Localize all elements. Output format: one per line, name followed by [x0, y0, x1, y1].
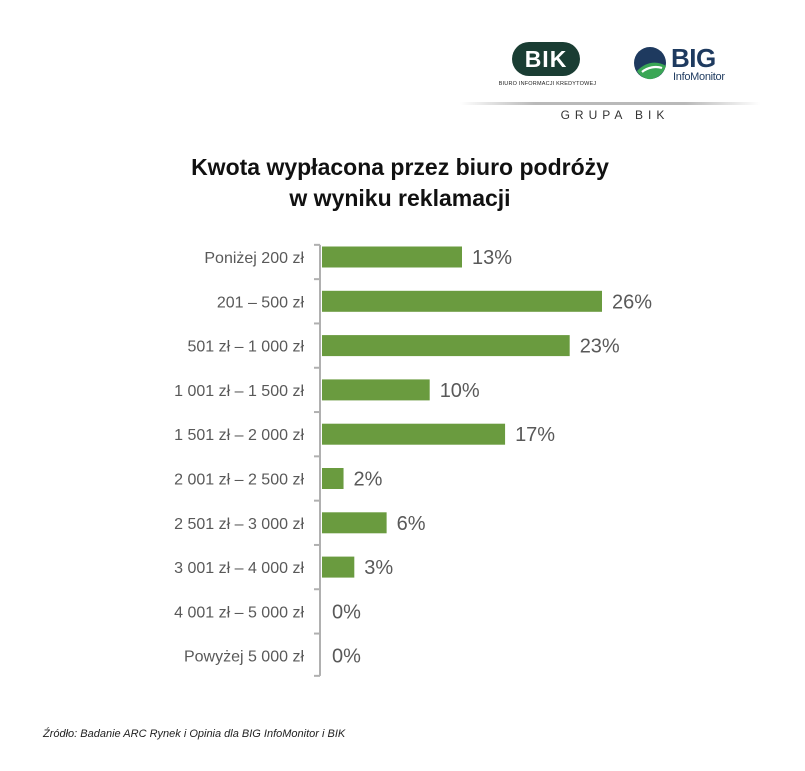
bar: [322, 556, 355, 578]
value-label: 2%: [354, 469, 383, 491]
bar: [322, 379, 430, 401]
value-label: 13%: [472, 247, 512, 269]
value-label: 10%: [440, 380, 480, 402]
bar: [322, 468, 344, 489]
value-label: 17%: [515, 424, 555, 446]
category-label: 3 001 zł – 4 000 zł: [174, 560, 304, 577]
bar: [322, 290, 602, 312]
header-divider: [460, 102, 760, 105]
category-label: 501 zł – 1 000 zł: [187, 339, 304, 356]
chart-title-line-1: Kwota wypłacona przez biuro podróży: [191, 154, 609, 180]
bik-logo-mark: BIK: [512, 42, 580, 76]
bik-logo-tagline: BIURO INFORMACJI KREDYTOWEJ: [498, 81, 597, 87]
source-footnote: Źródło: Badanie ARC Rynek i Opinia dla B…: [43, 728, 346, 740]
category-label: 201 – 500 zł: [217, 294, 305, 311]
value-label: 23%: [580, 336, 620, 358]
category-label: 4 001 zł – 5 000 zł: [174, 604, 304, 621]
category-label: 1 501 zł – 2 000 zł: [174, 427, 304, 444]
bar: [322, 246, 462, 268]
bik-logo: BIK BIURO INFORMACJI KREDYTOWEJ: [495, 42, 600, 92]
chart-title: Kwota wypłacona przez biuro podróży w wy…: [100, 152, 700, 214]
value-label: 6%: [397, 513, 426, 535]
value-label: 0%: [332, 601, 361, 623]
bar-chart: Poniżej 200 zł 13% 201 – 500 zł 26% 501 zł –…: [174, 243, 652, 677]
category-label: 2 001 zł – 2 500 zł: [174, 472, 304, 489]
big-logo-icon: [634, 47, 666, 80]
group-label: GRUPA BIK: [560, 108, 670, 122]
category-label: 2 501 zł – 3 000 zł: [174, 516, 304, 533]
bar: [322, 512, 387, 534]
category-label: Powyżej 5 000 zł: [184, 649, 305, 666]
big-infomonitor-logo: BIG InfoMonitor: [633, 44, 743, 90]
value-label: 3%: [364, 557, 393, 579]
value-label: 26%: [612, 291, 652, 313]
big-logo-subname: InfoMonitor: [673, 71, 725, 83]
chart-title-line-2: w wyniku reklamacji: [289, 185, 511, 211]
bar: [322, 335, 570, 357]
bar: [322, 423, 506, 445]
category-label: 1 001 zł – 1 500 zł: [174, 383, 304, 400]
big-logo-name: BIG: [671, 43, 716, 73]
value-label: 0%: [332, 646, 361, 668]
category-label: Poniżej 200 zł: [204, 250, 304, 267]
